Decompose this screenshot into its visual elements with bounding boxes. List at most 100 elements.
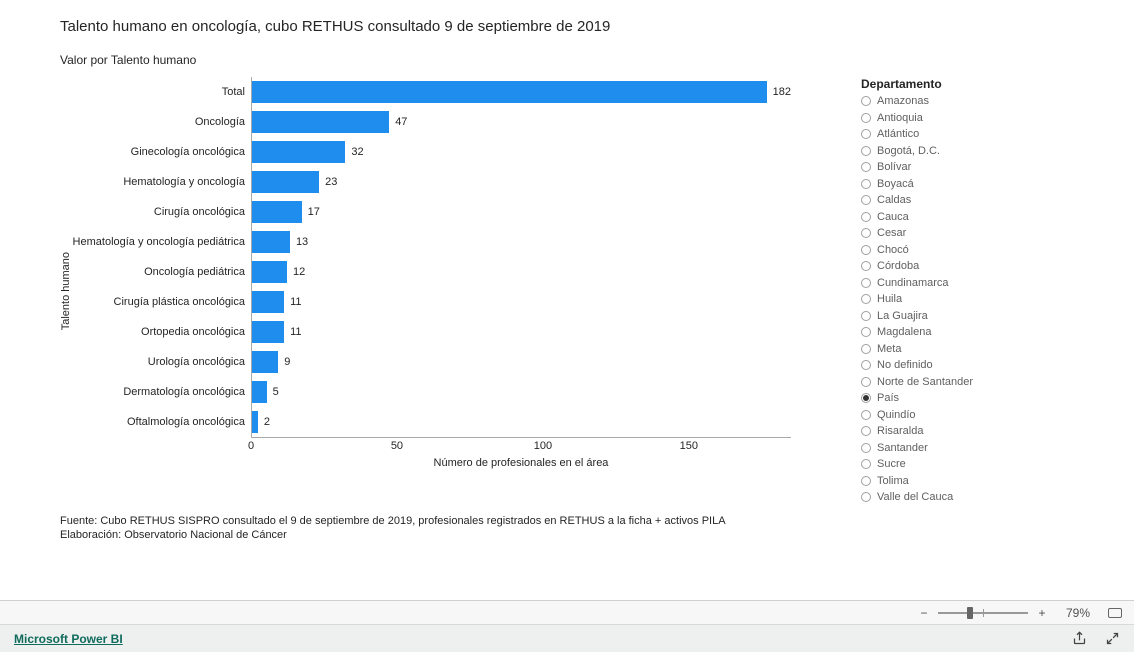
slicer-item-label: País	[877, 392, 899, 404]
radio-icon[interactable]	[861, 443, 871, 453]
radio-icon[interactable]	[861, 344, 871, 354]
slicer-item[interactable]: Norte de Santander	[861, 374, 1111, 391]
slicer-item-label: Chocó	[877, 244, 909, 256]
slicer-item[interactable]: Amazonas	[861, 93, 1111, 110]
slicer-item[interactable]: Risaralda	[861, 423, 1111, 440]
bar-row[interactable]: 2	[252, 407, 791, 437]
radio-icon[interactable]	[861, 294, 871, 304]
bar[interactable]	[252, 171, 319, 193]
slicer-item-label: Magdalena	[877, 326, 931, 338]
slicer-item[interactable]: Córdoba	[861, 258, 1111, 275]
radio-icon[interactable]	[861, 393, 871, 403]
y-axis-label: Oncología	[76, 107, 251, 137]
radio-icon[interactable]	[861, 245, 871, 255]
department-slicer[interactable]: Departamento AmazonasAntioquiaAtlánticoB…	[861, 77, 1111, 506]
y-axis-label: Urología oncológica	[76, 347, 251, 377]
radio-icon[interactable]	[861, 129, 871, 139]
bar[interactable]	[252, 231, 290, 253]
bar-value-label: 12	[293, 266, 305, 278]
bar[interactable]	[252, 261, 287, 283]
bar-value-label: 17	[308, 206, 320, 218]
bar-row[interactable]: 11	[252, 317, 791, 347]
bar-row[interactable]: 32	[252, 137, 791, 167]
radio-icon[interactable]	[861, 311, 871, 321]
radio-icon[interactable]	[861, 195, 871, 205]
slicer-item[interactable]: Quindío	[861, 407, 1111, 424]
slicer-item[interactable]: Sucre	[861, 456, 1111, 473]
bar-row[interactable]: 11	[252, 287, 791, 317]
slicer-item[interactable]: Antioquia	[861, 110, 1111, 127]
bar-row[interactable]: 5	[252, 377, 791, 407]
bar[interactable]	[252, 81, 767, 103]
radio-icon[interactable]	[861, 261, 871, 271]
x-axis-tick: 150	[680, 440, 698, 452]
slicer-item[interactable]: Chocó	[861, 242, 1111, 259]
bar-row[interactable]: 13	[252, 227, 791, 257]
slicer-item-label: Cundinamarca	[877, 277, 949, 289]
bar[interactable]	[252, 411, 258, 433]
slicer-item[interactable]: Cesar	[861, 225, 1111, 242]
slicer-item[interactable]: Caldas	[861, 192, 1111, 209]
bar-row[interactable]: 182	[252, 77, 791, 107]
bar[interactable]	[252, 351, 278, 373]
source-text: Fuente: Cubo RETHUS SISPRO consultado el…	[60, 514, 1114, 544]
zoom-slider[interactable]	[938, 612, 1028, 614]
radio-icon[interactable]	[861, 113, 871, 123]
slicer-item[interactable]: La Guajira	[861, 308, 1111, 325]
bar[interactable]	[252, 201, 302, 223]
zoom-in-button[interactable]: +	[1036, 606, 1048, 620]
radio-icon[interactable]	[861, 96, 871, 106]
radio-icon[interactable]	[861, 146, 871, 156]
bar-row[interactable]: 17	[252, 197, 791, 227]
fullscreen-icon[interactable]	[1105, 631, 1120, 646]
bar[interactable]	[252, 141, 345, 163]
zoom-out-button[interactable]: −	[918, 606, 930, 620]
radio-icon[interactable]	[861, 360, 871, 370]
radio-icon[interactable]	[861, 162, 871, 172]
bar-row[interactable]: 23	[252, 167, 791, 197]
slicer-item[interactable]: Boyacá	[861, 176, 1111, 193]
bar-row[interactable]: 47	[252, 107, 791, 137]
slicer-item[interactable]: Cundinamarca	[861, 275, 1111, 292]
bar[interactable]	[252, 381, 267, 403]
zoom-thumb[interactable]	[967, 607, 973, 619]
radio-icon[interactable]	[861, 327, 871, 337]
bar-row[interactable]: 12	[252, 257, 791, 287]
y-axis-label: Ortopedia oncológica	[76, 317, 251, 347]
bar-value-label: 32	[351, 146, 363, 158]
slicer-item-label: No definido	[877, 359, 933, 371]
radio-icon[interactable]	[861, 476, 871, 486]
radio-icon[interactable]	[861, 377, 871, 387]
slicer-item[interactable]: Meta	[861, 341, 1111, 358]
slicer-item-label: Córdoba	[877, 260, 919, 272]
radio-icon[interactable]	[861, 426, 871, 436]
bar-row[interactable]: 9	[252, 347, 791, 377]
radio-icon[interactable]	[861, 278, 871, 288]
slicer-item[interactable]: Magdalena	[861, 324, 1111, 341]
slicer-item[interactable]: Valle del Cauca	[861, 489, 1111, 506]
slicer-item[interactable]: Tolima	[861, 473, 1111, 490]
slicer-item[interactable]: Bogotá, D.C.	[861, 143, 1111, 160]
bar[interactable]	[252, 111, 389, 133]
powerbi-brand-link[interactable]: Microsoft Power BI	[14, 632, 123, 646]
share-icon[interactable]	[1072, 631, 1087, 646]
slicer-item[interactable]: Atlántico	[861, 126, 1111, 143]
radio-icon[interactable]	[861, 492, 871, 502]
x-axis-tick: 50	[391, 440, 403, 452]
slicer-item[interactable]: Bolívar	[861, 159, 1111, 176]
bar[interactable]	[252, 291, 284, 313]
radio-icon[interactable]	[861, 212, 871, 222]
radio-icon[interactable]	[861, 228, 871, 238]
fit-to-page-icon[interactable]	[1108, 608, 1122, 618]
slicer-item[interactable]: País	[861, 390, 1111, 407]
radio-icon[interactable]	[861, 410, 871, 420]
radio-icon[interactable]	[861, 179, 871, 189]
slicer-item[interactable]: No definido	[861, 357, 1111, 374]
slicer-item[interactable]: Cauca	[861, 209, 1111, 226]
slicer-item[interactable]: Santander	[861, 440, 1111, 457]
zoom-control[interactable]: − + 79%	[918, 606, 1122, 620]
slicer-item[interactable]: Huila	[861, 291, 1111, 308]
radio-icon[interactable]	[861, 459, 871, 469]
bar[interactable]	[252, 321, 284, 343]
y-axis-label: Oncología pediátrica	[76, 257, 251, 287]
